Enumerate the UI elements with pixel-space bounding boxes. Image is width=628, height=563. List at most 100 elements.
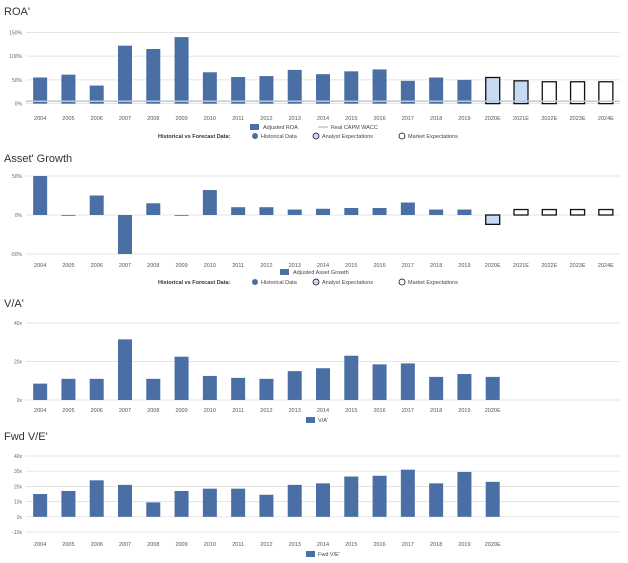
legend-historical-marker	[252, 279, 258, 285]
x-tick-label: 2013	[289, 408, 301, 414]
x-tick-label: 2023E	[570, 263, 586, 269]
y-tick-label: 40x	[14, 454, 23, 460]
bar-2020E	[485, 214, 501, 226]
legend-label: Real CAPM WACC	[331, 125, 378, 131]
x-tick-label: 2006	[91, 116, 103, 122]
x-tick-label: 2009	[175, 408, 187, 414]
x-tick-label: 2010	[204, 263, 216, 269]
chart-2: Asset' Growth -50% 0% 50% 2004 2005 2006 2007 20…	[4, 153, 620, 286]
bar-2016	[372, 69, 387, 104]
chart-title: Asset' Growth	[4, 153, 72, 165]
x-tick-label: 2004	[34, 263, 46, 269]
x-tick-label: 2008	[147, 542, 159, 548]
x-tick-label: 2013	[289, 116, 301, 122]
bar-2007	[118, 45, 132, 104]
x-tick-label: 2012	[260, 542, 272, 548]
bar-2013	[287, 209, 302, 215]
y-tick-label: 50%	[12, 78, 23, 84]
x-tick-label: 2007	[119, 408, 131, 414]
x-tick-label: 2009	[175, 263, 187, 269]
bar-2020E	[485, 481, 500, 517]
x-tick-label: 2006	[91, 542, 103, 548]
legend: Fwd V/E'	[306, 551, 340, 558]
bar-2010	[202, 375, 217, 400]
bar-2017	[400, 469, 415, 517]
x-tick-label: 2023E	[570, 116, 586, 122]
bar-2005	[61, 378, 76, 400]
bar-2016	[372, 364, 387, 400]
bar-2006	[89, 378, 104, 400]
chart-title: ROA'	[4, 6, 30, 18]
legend-swatch	[250, 124, 259, 130]
x-tick-label: 2005	[62, 408, 74, 414]
legend: Adjusted Asset Growth Historical vs Forec…	[158, 269, 458, 286]
x-tick-label: 2019	[458, 542, 470, 548]
bar-2021E	[513, 80, 529, 105]
bar-2023E	[569, 208, 586, 216]
x-tick-label: 2011	[232, 116, 244, 122]
x-tick-label: 2020E	[485, 542, 501, 548]
x-tick-label: 2007	[119, 542, 131, 548]
bar-2008	[146, 502, 161, 517]
bar-2013	[287, 69, 302, 104]
bar-2014	[316, 208, 330, 215]
x-tick-label: 2008	[147, 263, 159, 269]
bar-2018	[429, 77, 444, 104]
x-tick-label: 2014	[317, 408, 329, 414]
legend-label: Historical Data	[261, 280, 298, 286]
legend-label: Analyst Expectations	[322, 280, 373, 286]
bar-2017	[400, 202, 415, 215]
x-tick-label: 2018	[430, 542, 442, 548]
bar-2011	[231, 377, 246, 400]
y-tick-label: -10x	[12, 530, 22, 536]
x-tick-label: 2020E	[485, 263, 501, 269]
x-tick-label: 2024E	[598, 116, 614, 122]
bar-2006	[89, 85, 104, 104]
x-tick-label: 2024E	[598, 263, 614, 269]
x-tick-label: 2015	[345, 263, 357, 269]
legend-prefix: Historical vs Forecast Data:	[158, 134, 231, 140]
x-tick-label: 2008	[147, 408, 159, 414]
bar-2010	[202, 190, 217, 215]
bar-2019	[457, 374, 472, 400]
x-tick-label: 2004	[34, 116, 46, 122]
x-tick-label: 2011	[232, 408, 244, 414]
x-tick-label: 2010	[204, 542, 216, 548]
x-tick-label: 2011	[232, 263, 244, 269]
bar-2012	[259, 378, 274, 400]
legend-historical-marker	[252, 133, 258, 139]
x-tick-label: 2010	[204, 408, 216, 414]
x-tick-label: 2009	[175, 116, 187, 122]
bar-2021E	[513, 208, 529, 216]
legend-swatch	[306, 417, 315, 423]
x-tick-label: 2021E	[513, 116, 529, 122]
x-tick-label: 2017	[402, 408, 414, 414]
x-tick-label: 2018	[430, 263, 442, 269]
y-tick-label: 0x	[17, 398, 23, 404]
bar-2006	[89, 195, 104, 215]
x-tick-label: 2020E	[485, 116, 501, 122]
bar-2008	[146, 378, 161, 400]
x-tick-label: 2018	[430, 408, 442, 414]
chart-3: V/A' 0x 20x 40x 2004 2005 2006 2007 2008 2009 2010…	[4, 298, 620, 424]
x-tick-label: 2012	[260, 408, 272, 414]
bar-2004	[33, 176, 48, 215]
y-tick-label: -50%	[10, 252, 22, 258]
legend-label: Historical Data	[261, 134, 298, 140]
bar-2018	[429, 376, 444, 400]
bar-2011	[231, 77, 246, 104]
x-tick-label: 2019	[458, 263, 470, 269]
x-tick-label: 2018	[430, 116, 442, 122]
x-tick-label: 2017	[402, 263, 414, 269]
bar-2018	[429, 209, 444, 215]
bar-2005	[61, 74, 76, 104]
bar-2012	[259, 207, 274, 215]
bar-2005	[61, 490, 76, 517]
bar-2007	[118, 215, 132, 254]
x-tick-label: 2021E	[513, 263, 529, 269]
legend-swatch	[280, 269, 289, 275]
bar-2014	[316, 483, 330, 517]
bar-2018	[429, 483, 444, 517]
chart-1: ROA' 0% 50% 100% 150% 2004 2005 2006 2007 2008 200…	[4, 6, 620, 140]
